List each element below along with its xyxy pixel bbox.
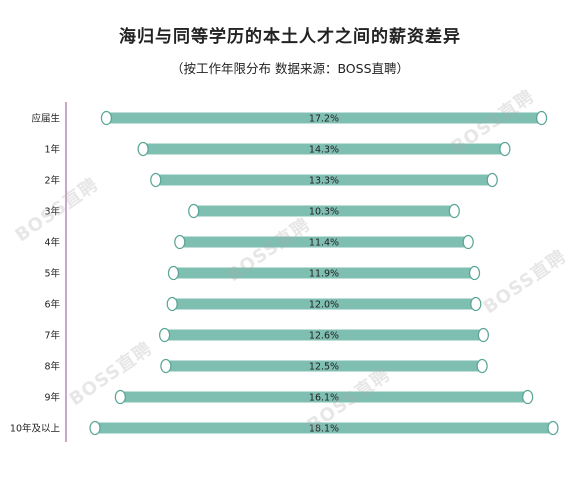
bar — [165, 360, 483, 372]
bar-group: 11.4% 4年 — [44, 234, 474, 250]
bar-group: 13.3% 2年 — [44, 172, 498, 188]
bar-group: 18.1% 10年及以上 — [10, 420, 559, 436]
category-label: 4年 — [44, 237, 60, 249]
bar — [173, 267, 475, 279]
bar — [106, 112, 542, 124]
bar-cap-left — [174, 234, 186, 250]
bar-value-label: 13.3% — [309, 176, 339, 187]
bar-group: 10.3% 3年 — [44, 203, 460, 219]
bar-group: 16.1% 9年 — [44, 389, 534, 405]
bar-value-label: 17.2% — [309, 114, 339, 125]
bar-group: 12.0% 6年 — [44, 296, 482, 312]
bar-cap-left — [89, 420, 101, 436]
bar — [179, 236, 469, 248]
bar-group: 12.6% 7年 — [44, 327, 489, 343]
bar — [143, 143, 505, 155]
bar-cap-right — [535, 110, 548, 126]
bar-cap-left — [188, 203, 200, 219]
bar-cap-left — [159, 327, 171, 343]
category-label: 8年 — [44, 361, 60, 373]
bar — [172, 298, 476, 310]
bar-group: 14.3% 1年 — [44, 141, 511, 157]
category-label: 9年 — [44, 392, 60, 404]
bar-cap-left — [166, 296, 178, 312]
bar-value-label: 12.0% — [309, 300, 339, 311]
bar-group: 17.2% 应届生 — [31, 110, 548, 126]
bar-value-label: 11.9% — [309, 269, 339, 280]
bar-cap-left — [114, 389, 126, 405]
bar-cap-right — [470, 296, 482, 312]
bar-value-label: 12.6% — [309, 331, 339, 342]
category-label: 3年 — [44, 206, 60, 218]
bar — [95, 422, 553, 434]
bar-group: 12.5% 8年 — [44, 358, 488, 374]
bar-cap-right — [476, 358, 488, 374]
bar-cap-right — [462, 234, 474, 250]
category-label: 10年及以上 — [10, 423, 61, 435]
category-label: 应届生 — [31, 113, 60, 125]
bar — [164, 329, 484, 341]
bar-value-label: 16.1% — [309, 393, 339, 404]
chart-title: 海归与同等学历的本土人才之间的薪资差异 — [119, 27, 461, 47]
bar-value-label: 12.5% — [309, 362, 339, 373]
chart-subtitle: （按工作年限分布 数据来源：BOSS直聘） — [170, 61, 410, 76]
bar-cap-left — [167, 265, 180, 281]
category-label: 1年 — [44, 144, 60, 156]
bar-value-label: 10.3% — [309, 207, 339, 218]
category-label: 6年 — [44, 299, 60, 311]
bar-cap-left — [150, 172, 162, 188]
bar — [155, 174, 493, 186]
bar-value-label: 18.1% — [309, 424, 339, 435]
category-label: 7年 — [44, 330, 60, 342]
bar-cap-right — [522, 389, 534, 405]
bar-cap-right — [486, 172, 498, 188]
bar-cap-left — [137, 141, 149, 157]
bar-group: 11.9% 5年 — [44, 265, 481, 281]
bar-cap-right — [477, 327, 489, 343]
bar-cap-right — [547, 420, 559, 436]
bar-cap-right — [499, 141, 511, 157]
bar — [120, 391, 528, 403]
bar — [193, 205, 455, 217]
bar-value-label: 11.4% — [309, 238, 339, 249]
category-label: 2年 — [44, 175, 60, 187]
bar-cap-left — [100, 110, 113, 126]
bar-cap-right — [468, 265, 481, 281]
bar-cap-left — [160, 358, 172, 374]
bar-cap-right — [448, 203, 460, 219]
category-label: 5年 — [44, 268, 60, 280]
bar-value-label: 14.3% — [309, 145, 339, 156]
